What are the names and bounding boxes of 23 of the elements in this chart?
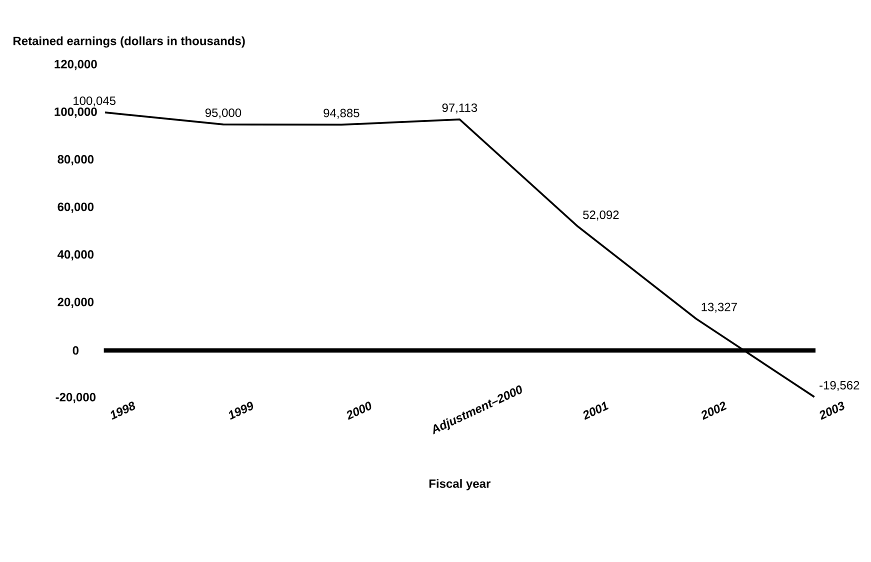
y-tick-label: 20,000 — [58, 298, 94, 308]
x-tick-label: 2002 — [702, 402, 727, 420]
x-tick-label: 2000 — [346, 402, 372, 420]
y-tick-label: -20,000 — [56, 392, 96, 404]
x-tick-label: 1999 — [228, 402, 254, 420]
y-tick-label: 40,000 — [58, 250, 94, 260]
data-label: 100,045 — [74, 96, 116, 106]
y-tick-label: 120,000 — [54, 60, 97, 70]
y-tick-label: 60,000 — [58, 202, 94, 213]
data-label: 97,113 — [442, 103, 478, 114]
y-tick-label: 0 — [72, 346, 79, 355]
x-axis-title: Fiscal year — [429, 479, 490, 490]
data-label: -19,562 — [820, 380, 860, 391]
y-tick-label: 80,000 — [58, 155, 94, 166]
x-tick-label: 2001 — [583, 402, 608, 420]
x-tick-label: 2003 — [820, 402, 844, 420]
y-tick-label: 100,000 — [54, 107, 97, 118]
y-axis-title: Retained earnings (dollars in thousands) — [14, 36, 245, 48]
x-tick-label: 1998 — [110, 402, 136, 420]
data-label: 52,092 — [583, 210, 619, 220]
data-label: 94,885 — [324, 108, 360, 119]
data-label: 13,327 — [702, 302, 737, 313]
data-label: 95,000 — [205, 108, 242, 118]
